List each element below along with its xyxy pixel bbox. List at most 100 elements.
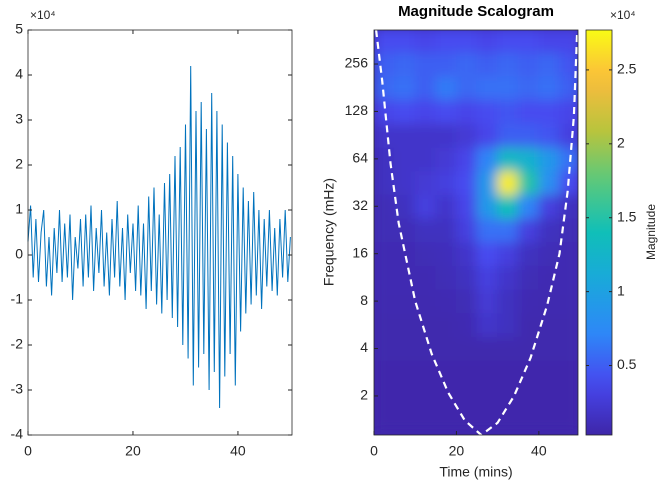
scalogram-cell: [435, 75, 457, 101]
scalogram-cell: [476, 312, 499, 338]
scalogram-cell: [497, 193, 519, 219]
scalogram-cell: [435, 265, 457, 290]
scalogram-cell: [558, 51, 578, 77]
scalogram-cell: [476, 265, 499, 290]
scalogram-cell: [558, 217, 578, 243]
scalogram-cell: [538, 146, 560, 172]
scalogram-cell: [394, 193, 416, 219]
x-tick-label: 40: [531, 443, 547, 459]
y-multiplier: ×10⁴: [30, 8, 56, 22]
scalogram-cell: [435, 217, 457, 243]
scalogram-cell: [517, 146, 540, 172]
scalogram-cell: [476, 407, 499, 433]
scalogram-cell: [414, 146, 437, 172]
y-tick-label: 128: [345, 102, 369, 118]
scalogram-cell: [394, 30, 416, 53]
scalogram-cell: [414, 193, 437, 219]
scalogram-cell: [476, 146, 499, 172]
x-tick-label: 20: [449, 443, 465, 459]
scalogram-cell: [374, 30, 396, 53]
scalogram-cell: [394, 170, 416, 195]
scalogram-cell: [374, 241, 396, 267]
cone-of-influence: [375, 30, 578, 435]
scalogram-cell: [497, 122, 519, 148]
scalogram-cell: [435, 51, 457, 77]
scalogram-cell: [394, 122, 416, 148]
y-tick-label: 8: [360, 292, 368, 308]
scalogram-cell: [558, 407, 578, 433]
scalogram-cell: [476, 51, 499, 77]
y-tick-label: 16: [352, 244, 368, 260]
scalogram-cell: [374, 336, 396, 361]
y-tick-label: -3: [11, 381, 24, 397]
scalogram-cell: [517, 51, 540, 77]
y-tick-label: 4: [15, 66, 23, 82]
scalogram-cell: [538, 312, 560, 338]
scalogram-cell: [414, 288, 437, 314]
scalogram-cell: [455, 146, 478, 172]
scalogram-cell: [455, 170, 478, 195]
scalogram-cell: [538, 99, 560, 124]
scalogram-cell: [558, 336, 578, 361]
scalogram-cell: [517, 383, 540, 409]
x-tick-label: 20: [125, 443, 141, 459]
scalogram-cell: [455, 359, 478, 385]
scalogram-cell: [435, 336, 457, 361]
scalogram-cell: [435, 241, 457, 267]
scalogram-cell: [538, 241, 560, 267]
scalogram-cell: [374, 312, 396, 338]
scalogram-cell: [497, 383, 519, 409]
scalogram-cell: [374, 75, 396, 101]
y-tick-label: -4: [11, 426, 24, 442]
scalogram-cell: [374, 99, 396, 124]
scalogram-cell: [394, 146, 416, 172]
x-tick-label: 40: [230, 443, 246, 459]
signal-line: [27, 65, 291, 409]
scalogram-cell: [538, 383, 560, 409]
scalogram-cell: [517, 359, 540, 385]
scalogram-cell: [414, 170, 437, 195]
scalogram-cell: [435, 359, 457, 385]
scalogram-cell: [497, 217, 519, 243]
scalogram-cell: [517, 217, 540, 243]
scalogram-cell: [414, 383, 437, 409]
scalogram-cell: [476, 336, 499, 361]
scalogram-cell: [414, 241, 437, 267]
scalogram-cell: [455, 383, 478, 409]
scalogram-cell: [394, 359, 416, 385]
scalogram-cell: [476, 122, 499, 148]
y-tick-label: 256: [345, 55, 369, 71]
scalogram-cell: [558, 241, 578, 267]
scalogram-cell: [455, 99, 478, 124]
scalogram-cell: [558, 265, 578, 290]
y-tick-label: 4: [360, 339, 368, 355]
scalogram-cell: [394, 99, 416, 124]
scalogram-cell: [394, 265, 416, 290]
scalogram-cell: [394, 383, 416, 409]
scalogram-cell: [558, 288, 578, 314]
scalogram-cell: [455, 241, 478, 267]
scalogram-cell: [476, 288, 499, 314]
scalogram-cell: [414, 312, 437, 338]
y-tick-label: 3: [15, 111, 23, 127]
scalogram-cell: [394, 288, 416, 314]
scalogram-cell: [435, 407, 457, 433]
scalogram-cell: [558, 146, 578, 172]
scalogram-cell: [455, 51, 478, 77]
scalogram-cell: [455, 217, 478, 243]
scalogram-cell: [394, 407, 416, 433]
scalogram-cell: [558, 30, 578, 53]
scalogram-cell: [455, 407, 478, 433]
scalogram-cell: [558, 170, 578, 195]
x-axis-label: Time (mins): [439, 464, 512, 480]
colorbar-tick-label: 0.5: [617, 356, 637, 372]
scalogram-cell: [394, 75, 416, 101]
colorbar-label: Magnitude: [644, 204, 658, 260]
scalogram-cell: [538, 407, 560, 433]
scalogram-cell: [497, 75, 519, 101]
scalogram-cell: [538, 51, 560, 77]
axes-box: [27, 29, 293, 436]
scalogram-cell: [435, 146, 457, 172]
scalogram-cell: [558, 312, 578, 338]
scalogram-cell: [414, 99, 437, 124]
